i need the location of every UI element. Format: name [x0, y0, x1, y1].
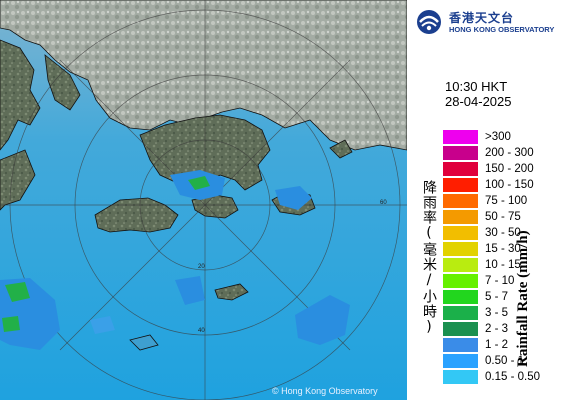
legend-range-label: 7 - 10 [485, 275, 515, 287]
legend-title-cn: 降雨率(毫米/小時) [421, 180, 437, 336]
legend-item: 50 - 75 [443, 209, 573, 225]
legend-range-label: 100 - 150 [485, 179, 534, 191]
legend-panel: 香港天文台 HONG KONG OBSERVATORY 10:30 HKT 28… [407, 0, 577, 400]
logo-name-cn: 香港天文台 [449, 11, 515, 25]
legend-range-label: 3 - 5 [485, 307, 509, 319]
mainland-west [0, 39, 41, 151]
legend-range-label: 1 - 2 [485, 339, 509, 351]
legend-item: 0.15 - 0.50 [443, 369, 573, 385]
ring-label-20: 20 [198, 264, 205, 270]
legend-range-label: 0.50 - 1 [485, 355, 524, 367]
outlying-island-sw [129, 334, 159, 351]
range-rings [0, 0, 407, 401]
legend-range-label: 0.15 - 0.50 [485, 371, 540, 383]
timestamp-date: 28-04-2025 [445, 94, 512, 109]
legend-item: 100 - 150 [443, 177, 573, 193]
timestamp-time: 10:30 HKT [445, 79, 508, 94]
legend-swatch [443, 322, 478, 336]
legend-swatch [443, 130, 478, 144]
outlying-island-south [214, 283, 249, 301]
legend-range-label: 5 - 7 [485, 291, 509, 303]
west-coast-land [0, 149, 36, 211]
legend-range-label: 30 - 50 [485, 227, 521, 239]
legend-swatch [443, 338, 478, 352]
legend-swatch [443, 226, 478, 240]
legend-swatch [443, 242, 478, 256]
rain-echo-midsouth [90, 316, 115, 334]
legend-item: 30 - 50 [443, 225, 573, 241]
legend-swatch [443, 274, 478, 288]
legend-item: 2 - 3 [443, 321, 573, 337]
timestamp: 10:30 HKT 28-04-2025 [445, 79, 512, 109]
legend-swatch [443, 290, 478, 304]
legend-item: 150 - 200 [443, 161, 573, 177]
legend-item: 1 - 2 [443, 337, 573, 353]
legend-swatch [443, 370, 478, 384]
legend-range-label: 2 - 3 [485, 323, 509, 335]
lantau-island [94, 197, 179, 233]
rain-echo-se [295, 295, 350, 345]
legend-swatch [443, 354, 478, 368]
legend-range-label: 200 - 300 [485, 147, 534, 159]
outlying-island-east [329, 139, 353, 159]
rain-echoes [0, 170, 350, 350]
legend-item: 7 - 10 [443, 273, 573, 289]
legend-title-en: Rainfall Rate (mm/h) [515, 230, 531, 367]
legend-swatch [443, 162, 478, 176]
legend-item: 5 - 7 [443, 289, 573, 305]
legend-range-label: 150 - 200 [485, 163, 534, 175]
ring-label-40: 40 [198, 328, 205, 334]
legend-item: 200 - 300 [443, 145, 573, 161]
hko-logo: 香港天文台 HONG KONG OBSERVATORY [415, 8, 575, 38]
legend-range-label: 50 - 75 [485, 211, 521, 223]
logo-name-en: HONG KONG OBSERVATORY [449, 25, 555, 34]
rain-echo-sw-core [5, 282, 30, 302]
legend-range-label: 75 - 100 [485, 195, 528, 207]
legend-item: 3 - 5 [443, 305, 573, 321]
legend-item: >300 [443, 129, 573, 145]
legend-item: 0.50 - 1 [443, 353, 573, 369]
legend-swatch [443, 146, 478, 160]
legend-swatch [443, 258, 478, 272]
legend-range-label: 10 - 15 [485, 259, 521, 271]
legend-swatch [443, 194, 478, 208]
legend-item: 75 - 100 [443, 193, 573, 209]
rainfall-legend: >300 200 - 300 150 - 200 100 - 150 75 - 100 5… [443, 129, 573, 385]
radar-map: 20 40 60 © Hong Kong Observatory [0, 0, 408, 401]
pearl-river-land [44, 54, 81, 111]
legend-range-label: 15 - 30 [485, 243, 521, 255]
copyright-text: © Hong Kong Observatory [272, 386, 378, 396]
hko-logo-icon [417, 10, 441, 34]
legend-swatch [443, 306, 478, 320]
rain-echo-east [275, 186, 312, 210]
rain-echo-sw-core2 [2, 316, 20, 332]
legend-item: 15 - 30 [443, 241, 573, 257]
legend-swatch [443, 178, 478, 192]
legend-range-label: >300 [485, 131, 511, 143]
legend-item: 10 - 15 [443, 257, 573, 273]
legend-swatch [443, 210, 478, 224]
rain-echo-south [175, 276, 205, 305]
ring-label-60: 60 [380, 200, 387, 206]
rain-echo-kowloon-core [188, 176, 210, 190]
